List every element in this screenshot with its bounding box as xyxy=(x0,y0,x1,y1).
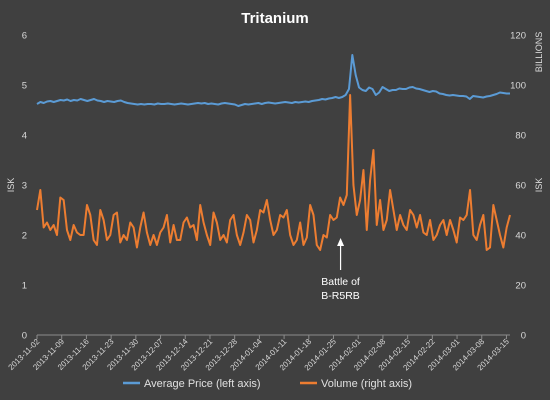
right-tick-label: 0 xyxy=(521,331,526,342)
right-axis-label: ISK xyxy=(534,178,544,193)
left-axis-ticks: 0 1 2 3 4 5 6 xyxy=(22,31,27,342)
right-tick-label: 100 xyxy=(510,81,526,92)
left-tick-label: 6 xyxy=(22,31,27,42)
right-tick-label: 120 xyxy=(510,31,526,42)
right-tick-label: 80 xyxy=(515,131,526,142)
left-tick-label: 1 xyxy=(22,281,27,292)
left-tick-label: 2 xyxy=(22,231,27,242)
right-axis-unit: BILLIONS xyxy=(534,32,544,73)
right-tick-label: 60 xyxy=(515,181,526,192)
annotation-arrowhead xyxy=(337,238,345,246)
left-tick-label: 4 xyxy=(22,131,27,142)
x-axis-ticks: 2013-11-022013-11-092013-11-162013-11-23… xyxy=(7,335,511,372)
legend-label-volume: Volume (right axis) xyxy=(321,378,412,390)
chart-title: Tritanium xyxy=(241,10,309,27)
left-axis-label: ISK xyxy=(6,178,16,193)
annotation-line-1: Battle of xyxy=(321,276,360,288)
series-line-volume xyxy=(36,94,511,251)
series-line-average-price xyxy=(36,54,510,107)
legend: Average Price (left axis) Volume (right … xyxy=(123,378,412,390)
annotation-line-2: B-R5RB xyxy=(321,290,360,302)
left-tick-label: 5 xyxy=(22,81,27,92)
left-tick-label: 0 xyxy=(22,331,27,342)
left-tick-label: 3 xyxy=(22,181,27,192)
right-tick-label: 20 xyxy=(515,281,526,292)
right-axis-ticks: 0 20 40 60 80 100 120 xyxy=(510,31,526,342)
right-tick-label: 40 xyxy=(515,231,526,242)
annotation: Battle of B-R5RB xyxy=(321,238,360,302)
legend-label-average-price: Average Price (left axis) xyxy=(144,378,261,390)
